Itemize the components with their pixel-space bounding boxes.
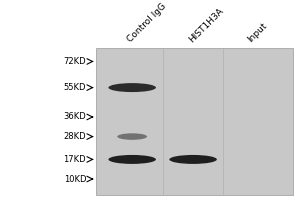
Text: 72KD: 72KD [64,57,86,66]
Text: 55KD: 55KD [64,83,86,92]
Text: Input: Input [246,21,269,44]
Text: 36KD: 36KD [63,112,86,121]
Ellipse shape [117,133,147,140]
Text: 17KD: 17KD [64,155,86,164]
FancyBboxPatch shape [97,48,293,195]
Text: 28KD: 28KD [64,132,86,141]
Text: Control IgG: Control IgG [126,2,168,44]
Text: 10KD: 10KD [64,175,86,184]
Text: HIST1H3A: HIST1H3A [187,6,225,44]
Ellipse shape [108,155,156,164]
Ellipse shape [108,83,156,92]
Ellipse shape [169,155,217,164]
